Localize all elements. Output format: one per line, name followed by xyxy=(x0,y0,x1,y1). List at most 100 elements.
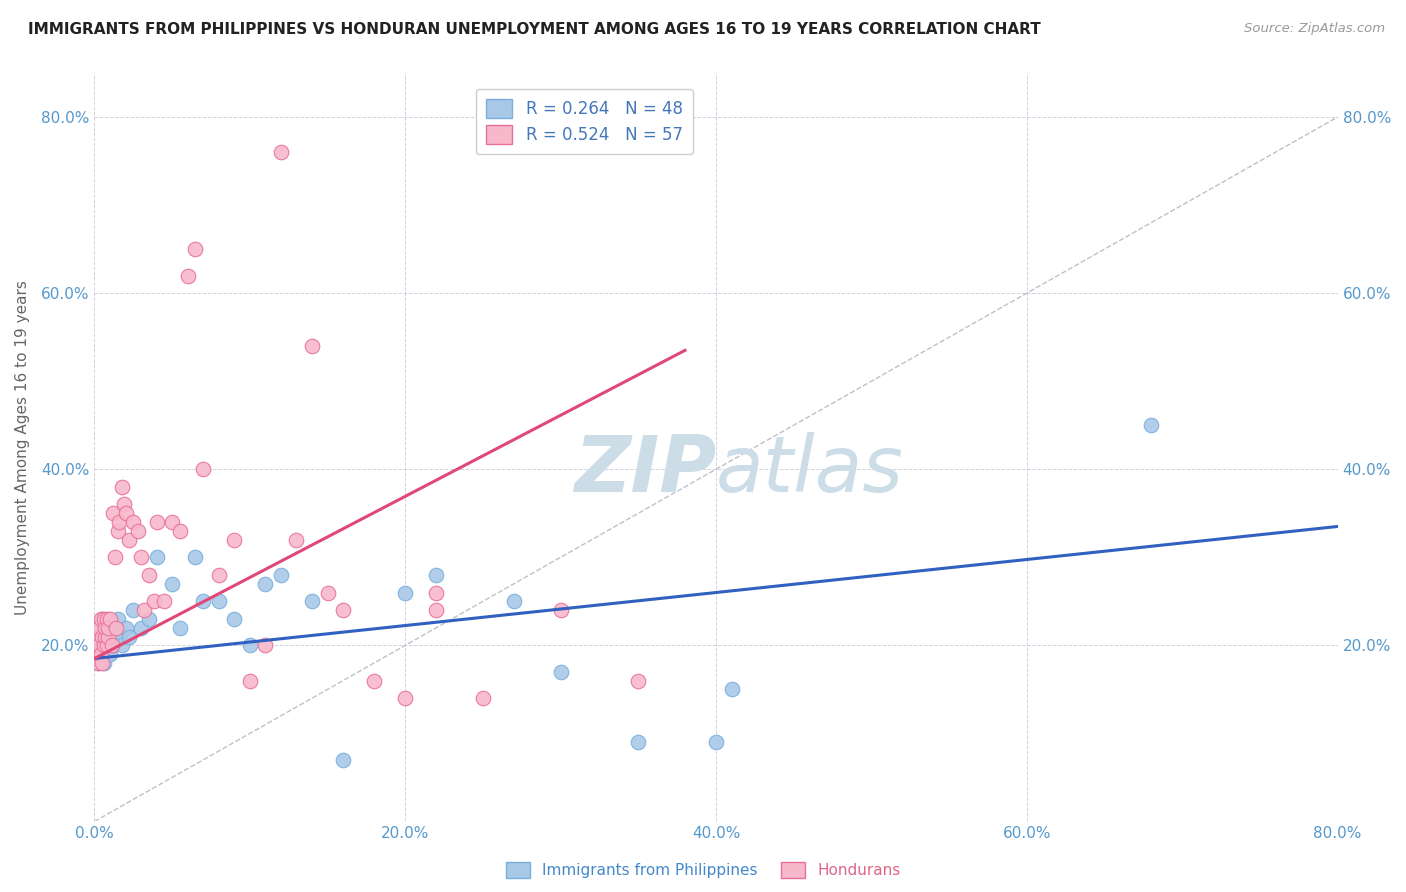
Point xyxy=(91,630,114,644)
Point xyxy=(316,585,339,599)
Point xyxy=(107,612,129,626)
Point xyxy=(503,594,526,608)
Point xyxy=(94,630,117,644)
Point xyxy=(98,612,121,626)
Point xyxy=(86,656,108,670)
Point xyxy=(208,594,231,608)
Point xyxy=(91,612,114,626)
Point xyxy=(472,691,495,706)
Point xyxy=(208,568,231,582)
Point xyxy=(111,638,134,652)
Point xyxy=(129,550,152,565)
Point xyxy=(93,630,115,644)
Point xyxy=(104,550,127,565)
Point xyxy=(93,612,115,626)
Point xyxy=(84,647,107,661)
Point xyxy=(129,621,152,635)
Point xyxy=(91,656,114,670)
Point xyxy=(394,585,416,599)
Point xyxy=(86,656,108,670)
Point xyxy=(96,647,118,661)
Point xyxy=(108,515,131,529)
Point xyxy=(89,638,111,652)
Point xyxy=(101,506,124,520)
Point xyxy=(91,638,114,652)
Point xyxy=(193,462,215,476)
Point xyxy=(97,630,120,644)
Point xyxy=(89,621,111,635)
Point xyxy=(86,630,108,644)
Point xyxy=(104,621,127,635)
Point xyxy=(160,515,183,529)
Point xyxy=(134,603,156,617)
Point xyxy=(98,621,121,635)
Point xyxy=(169,524,191,538)
Point xyxy=(100,638,122,652)
Point xyxy=(627,673,650,688)
Point xyxy=(160,576,183,591)
Point xyxy=(90,612,112,626)
Point xyxy=(425,603,447,617)
Point xyxy=(107,524,129,538)
Point xyxy=(108,630,131,644)
Point xyxy=(84,647,107,661)
Point xyxy=(239,673,262,688)
Point xyxy=(118,533,141,547)
Point xyxy=(254,576,277,591)
Point xyxy=(193,594,215,608)
Text: atlas: atlas xyxy=(716,432,904,508)
Point xyxy=(96,638,118,652)
Point xyxy=(86,630,108,644)
Point xyxy=(98,647,121,661)
Point xyxy=(114,506,136,520)
Point xyxy=(153,594,176,608)
Point xyxy=(90,647,112,661)
Point xyxy=(270,568,292,582)
Point xyxy=(184,550,207,565)
Point xyxy=(100,630,122,644)
Point xyxy=(239,638,262,652)
Point xyxy=(89,638,111,652)
Point xyxy=(97,638,120,652)
Point xyxy=(550,603,572,617)
Point xyxy=(425,585,447,599)
Point xyxy=(122,603,145,617)
Point xyxy=(93,656,115,670)
Point xyxy=(363,673,385,688)
Point xyxy=(94,621,117,635)
Point xyxy=(550,665,572,679)
Point xyxy=(704,735,727,749)
Point xyxy=(254,638,277,652)
Text: IMMIGRANTS FROM PHILIPPINES VS HONDURAN UNEMPLOYMENT AMONG AGES 16 TO 19 YEARS C: IMMIGRANTS FROM PHILIPPINES VS HONDURAN … xyxy=(28,22,1040,37)
Point xyxy=(627,735,650,749)
Point xyxy=(270,145,292,160)
Point xyxy=(138,568,160,582)
Point xyxy=(89,621,111,635)
Point xyxy=(332,753,354,767)
Legend: R = 0.264   N = 48, R = 0.524   N = 57: R = 0.264 N = 48, R = 0.524 N = 57 xyxy=(475,89,693,154)
Point xyxy=(111,480,134,494)
Point xyxy=(112,498,135,512)
Point xyxy=(127,524,149,538)
Point xyxy=(122,515,145,529)
Point xyxy=(93,638,115,652)
Text: Source: ZipAtlas.com: Source: ZipAtlas.com xyxy=(1244,22,1385,36)
Point xyxy=(118,630,141,644)
Point xyxy=(301,594,323,608)
Point xyxy=(224,533,246,547)
Point xyxy=(224,612,246,626)
Point xyxy=(1140,418,1163,433)
Point xyxy=(138,612,160,626)
Point xyxy=(97,621,120,635)
Point xyxy=(177,268,200,283)
Point xyxy=(145,515,167,529)
Text: ZIP: ZIP xyxy=(574,432,716,508)
Point xyxy=(425,568,447,582)
Point xyxy=(145,550,167,565)
Point xyxy=(105,621,128,635)
Point xyxy=(169,621,191,635)
Legend: Immigrants from Philippines, Hondurans: Immigrants from Philippines, Hondurans xyxy=(499,856,907,884)
Point xyxy=(96,612,118,626)
Y-axis label: Unemployment Among Ages 16 to 19 years: Unemployment Among Ages 16 to 19 years xyxy=(15,280,30,615)
Point xyxy=(96,630,118,644)
